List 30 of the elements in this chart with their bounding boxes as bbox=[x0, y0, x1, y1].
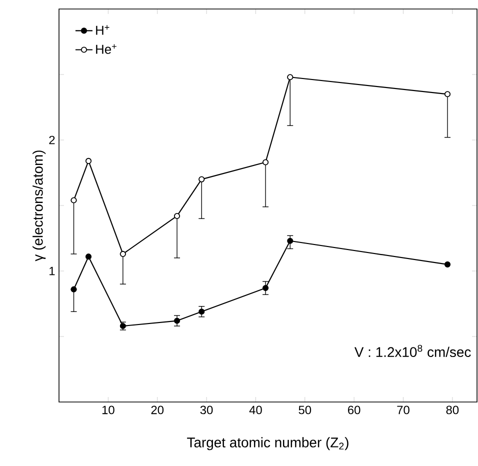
point bbox=[85, 254, 92, 260]
point bbox=[85, 158, 92, 164]
y-axis-title: γ (electrons/atom) bbox=[32, 150, 46, 262]
point bbox=[70, 197, 77, 204]
y-tick-label: 2 bbox=[49, 136, 55, 144]
annotation: V : 1.2x10$^{8}$ cm/sec bbox=[354, 344, 471, 358]
x-tick-label: 80 bbox=[446, 406, 459, 414]
x-tick-label: 10 bbox=[102, 406, 114, 414]
x-axis-title: Target atomic number (Z$_{2}$) bbox=[187, 437, 348, 450]
point bbox=[174, 318, 180, 324]
x-tick-label: 20 bbox=[151, 406, 164, 414]
x-tick-label: 40 bbox=[249, 406, 262, 414]
point bbox=[444, 91, 451, 98]
point bbox=[70, 286, 77, 292]
legend-label: He$^{+}$ bbox=[96, 44, 116, 54]
point bbox=[198, 308, 205, 315]
x-tick-label: 70 bbox=[397, 406, 410, 414]
point bbox=[262, 159, 269, 166]
point bbox=[174, 212, 180, 220]
x-tick-label: 30 bbox=[200, 406, 213, 414]
point bbox=[444, 261, 451, 268]
point bbox=[287, 238, 294, 244]
point bbox=[262, 284, 269, 292]
point bbox=[287, 74, 294, 80]
point bbox=[198, 176, 205, 182]
y-tick-label: 1 bbox=[50, 266, 55, 276]
x-tick-label: 50 bbox=[298, 406, 312, 414]
x-tick-label: 60 bbox=[348, 406, 360, 414]
legend-label: H$^{+}$ bbox=[96, 25, 110, 35]
point bbox=[120, 250, 126, 258]
